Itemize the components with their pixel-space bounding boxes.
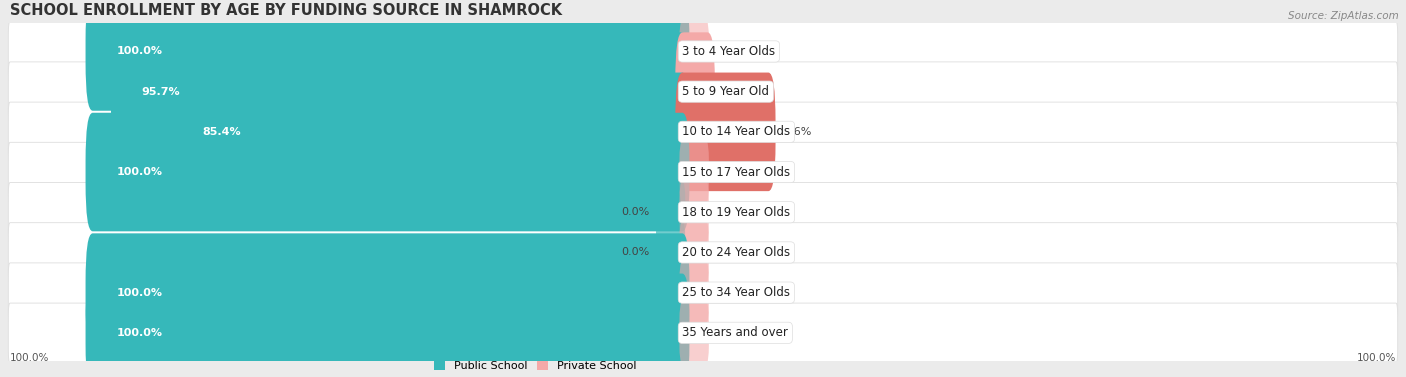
Text: 0.0%: 0.0% <box>621 207 650 217</box>
Text: 100.0%: 100.0% <box>117 46 162 57</box>
Text: 100.0%: 100.0% <box>117 167 162 177</box>
FancyBboxPatch shape <box>8 22 1398 81</box>
FancyBboxPatch shape <box>679 221 709 284</box>
FancyBboxPatch shape <box>86 0 689 111</box>
FancyBboxPatch shape <box>8 62 1398 121</box>
FancyBboxPatch shape <box>172 72 689 191</box>
FancyBboxPatch shape <box>679 181 709 244</box>
Text: 0.0%: 0.0% <box>714 167 742 177</box>
FancyBboxPatch shape <box>655 221 685 284</box>
FancyBboxPatch shape <box>86 113 689 231</box>
Text: 100.0%: 100.0% <box>117 328 162 338</box>
Text: 5 to 9 Year Old: 5 to 9 Year Old <box>682 85 769 98</box>
FancyBboxPatch shape <box>8 303 1398 363</box>
FancyBboxPatch shape <box>111 32 689 151</box>
Text: 0.0%: 0.0% <box>714 288 742 297</box>
Legend: Public School, Private School: Public School, Private School <box>430 356 641 375</box>
FancyBboxPatch shape <box>86 233 689 352</box>
Text: 3 to 4 Year Olds: 3 to 4 Year Olds <box>682 45 776 58</box>
Text: 100.0%: 100.0% <box>117 288 162 297</box>
FancyBboxPatch shape <box>8 102 1398 162</box>
FancyBboxPatch shape <box>679 20 709 83</box>
FancyBboxPatch shape <box>655 181 685 244</box>
FancyBboxPatch shape <box>8 142 1398 202</box>
FancyBboxPatch shape <box>675 72 776 191</box>
Text: 0.0%: 0.0% <box>621 247 650 257</box>
Text: Source: ZipAtlas.com: Source: ZipAtlas.com <box>1288 11 1399 21</box>
Text: 10 to 14 Year Olds: 10 to 14 Year Olds <box>682 125 790 138</box>
Text: 0.0%: 0.0% <box>714 328 742 338</box>
Text: 4.3%: 4.3% <box>717 87 745 97</box>
Text: 15 to 17 Year Olds: 15 to 17 Year Olds <box>682 166 790 179</box>
FancyBboxPatch shape <box>8 182 1398 242</box>
Text: 20 to 24 Year Olds: 20 to 24 Year Olds <box>682 246 790 259</box>
FancyBboxPatch shape <box>679 302 709 364</box>
FancyBboxPatch shape <box>679 262 709 324</box>
Text: 18 to 19 Year Olds: 18 to 19 Year Olds <box>682 206 790 219</box>
Text: 100.0%: 100.0% <box>1357 353 1396 363</box>
Text: 0.0%: 0.0% <box>714 247 742 257</box>
Text: 0.0%: 0.0% <box>714 207 742 217</box>
FancyBboxPatch shape <box>8 223 1398 282</box>
Text: 100.0%: 100.0% <box>10 353 49 363</box>
Text: 95.7%: 95.7% <box>142 87 180 97</box>
Text: 85.4%: 85.4% <box>202 127 240 137</box>
FancyBboxPatch shape <box>8 263 1398 322</box>
Text: 35 Years and over: 35 Years and over <box>682 326 789 339</box>
FancyBboxPatch shape <box>675 32 714 151</box>
Text: 0.0%: 0.0% <box>714 46 742 57</box>
FancyBboxPatch shape <box>86 274 689 377</box>
Text: 25 to 34 Year Olds: 25 to 34 Year Olds <box>682 286 790 299</box>
FancyBboxPatch shape <box>679 141 709 203</box>
Text: SCHOOL ENROLLMENT BY AGE BY FUNDING SOURCE IN SHAMROCK: SCHOOL ENROLLMENT BY AGE BY FUNDING SOUR… <box>10 3 562 18</box>
Text: 14.6%: 14.6% <box>778 127 813 137</box>
